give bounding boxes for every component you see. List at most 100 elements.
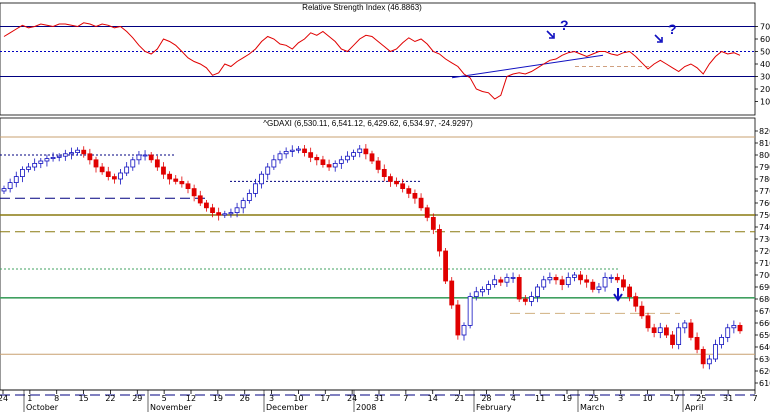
x-tick-label: 17 bbox=[320, 394, 330, 403]
candle bbox=[486, 280, 491, 295]
price-annotations bbox=[613, 288, 623, 302]
rsi-tick-label: 20 bbox=[760, 85, 770, 94]
candle-body bbox=[118, 172, 123, 180]
x-axis: 24 1 8 15 22 29 5 12 19 26 3 10 17 24 31 7 14 21 28 4 11 19 25… bbox=[0, 389, 758, 412]
price-tick-label: 7600 bbox=[759, 199, 770, 208]
candle-body bbox=[627, 286, 632, 298]
x-month-label: October bbox=[26, 403, 59, 412]
price-tick-label: 6600 bbox=[759, 319, 770, 328]
candle-body bbox=[443, 250, 449, 282]
candle-body bbox=[578, 274, 583, 281]
price-tick-label: 8200 bbox=[759, 127, 770, 136]
candle bbox=[271, 154, 277, 170]
candle bbox=[161, 162, 166, 179]
candle-body bbox=[486, 284, 491, 290]
candle-body bbox=[154, 159, 160, 168]
candle-body bbox=[737, 324, 743, 332]
x-tick-label: 25 bbox=[589, 394, 599, 403]
candle-body bbox=[498, 279, 504, 283]
candle bbox=[731, 320, 737, 334]
candle-body bbox=[308, 152, 314, 158]
rsi-trendline bbox=[451, 54, 604, 79]
candle-body bbox=[437, 228, 442, 252]
rsi-trendlines bbox=[451, 54, 650, 79]
candle-body bbox=[338, 159, 344, 164]
candle-body bbox=[682, 322, 688, 329]
candle-body bbox=[351, 152, 357, 157]
candle bbox=[357, 145, 363, 158]
candle-body bbox=[228, 212, 234, 215]
candle-body bbox=[645, 315, 651, 329]
x-tick-label: 7 bbox=[403, 394, 408, 403]
candle-body bbox=[565, 276, 571, 285]
x-ticks: 24 1 8 15 22 29 5 12 19 26 3 10 17 24 31 7 14 21 28 4 11 19 25… bbox=[0, 390, 758, 403]
candle bbox=[559, 275, 565, 291]
price-tick-label: 6200 bbox=[759, 367, 770, 376]
x-tick-label: 21 bbox=[454, 394, 464, 403]
price-panel: ^GDAXI (6,530.11, 6,541.12, 6,429.62, 6,… bbox=[0, 117, 770, 396]
candle-body bbox=[289, 149, 295, 152]
x-month-label: February bbox=[476, 403, 512, 412]
candle-body bbox=[700, 348, 706, 365]
candle-body bbox=[105, 171, 111, 178]
candle-body bbox=[387, 176, 393, 182]
candle bbox=[338, 155, 344, 169]
candle bbox=[185, 180, 191, 194]
candle bbox=[118, 169, 123, 185]
candle bbox=[203, 200, 209, 212]
x-tick-label: 24 bbox=[347, 394, 357, 403]
price-tick-label: 7500 bbox=[759, 211, 770, 220]
candle-body bbox=[167, 173, 173, 180]
candle bbox=[633, 292, 639, 312]
candle bbox=[130, 156, 136, 171]
candle bbox=[289, 145, 295, 157]
candle-body bbox=[1, 188, 7, 192]
candle bbox=[283, 147, 289, 159]
x-tick-label: 25 bbox=[696, 394, 706, 403]
price-tick-label: 7900 bbox=[759, 163, 770, 172]
candle bbox=[351, 149, 357, 161]
candle-body bbox=[633, 296, 639, 307]
candle bbox=[302, 145, 307, 157]
candle bbox=[664, 324, 669, 338]
rsi-y-ticks: 10 20 30 40 50 60 70 bbox=[755, 23, 770, 107]
candle bbox=[504, 273, 510, 287]
candle bbox=[565, 272, 571, 288]
x-month-label: 2008 bbox=[356, 403, 376, 412]
candle-body bbox=[99, 166, 105, 173]
x-tick-label: 28 bbox=[481, 394, 491, 403]
x-tick-label: 1 bbox=[27, 394, 32, 403]
candle bbox=[688, 319, 694, 341]
candle bbox=[676, 322, 682, 350]
x-tick-label: 26 bbox=[240, 394, 250, 403]
x-tick-label: 10 bbox=[293, 394, 303, 403]
candle bbox=[553, 274, 559, 285]
candle-body bbox=[265, 166, 271, 175]
candle-body bbox=[216, 212, 222, 216]
candle-body bbox=[706, 358, 712, 365]
candle-body bbox=[142, 154, 148, 157]
candle-body bbox=[535, 286, 540, 298]
candle bbox=[363, 144, 369, 160]
candle bbox=[369, 150, 375, 164]
candle bbox=[246, 189, 252, 204]
candle bbox=[44, 154, 50, 167]
candle bbox=[670, 331, 675, 349]
candle-body bbox=[731, 324, 737, 329]
candle bbox=[19, 166, 25, 183]
x-tick-label: 19 bbox=[562, 394, 572, 403]
candle-body bbox=[541, 279, 547, 288]
candle-body bbox=[173, 178, 179, 182]
rsi-arrow-icon bbox=[546, 30, 555, 39]
candle bbox=[651, 323, 657, 338]
price-tick-label: 7700 bbox=[759, 187, 770, 196]
candle-body bbox=[529, 296, 534, 302]
candle bbox=[424, 204, 430, 222]
candle-body bbox=[87, 153, 93, 161]
candle-body bbox=[246, 192, 252, 201]
candle-body bbox=[136, 154, 142, 161]
candle-body bbox=[406, 188, 412, 194]
candle-body bbox=[492, 279, 498, 285]
candle-body bbox=[253, 183, 258, 194]
candle bbox=[240, 197, 246, 214]
